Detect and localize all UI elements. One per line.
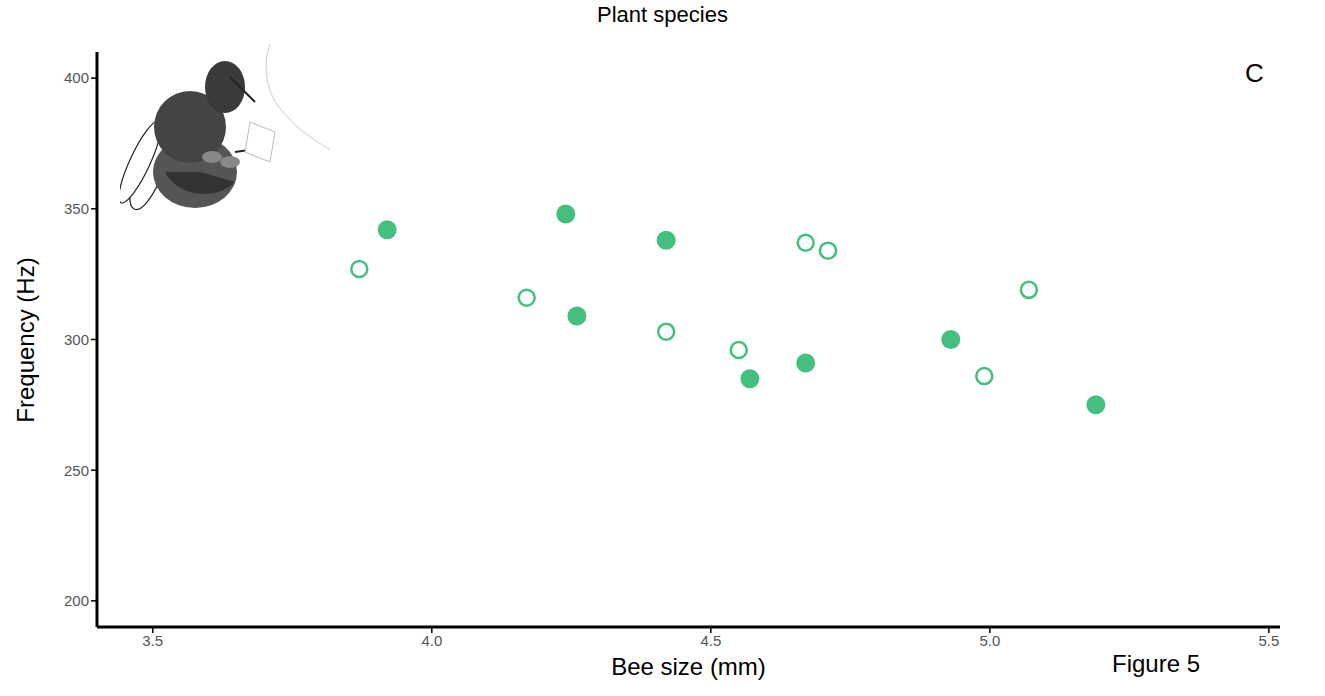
html-text:Bee size (mm): Bee size (mm): [611, 653, 766, 680]
svg-text:200: 200: [64, 592, 89, 609]
svg-text:400: 400: [64, 69, 89, 86]
svg-text:250: 250: [64, 462, 89, 479]
svg-text:3.5: 3.5: [142, 632, 163, 649]
html-text:C: C: [1245, 58, 1264, 88]
svg-text:5.0: 5.0: [979, 632, 1000, 649]
svg-text:300: 300: [64, 331, 89, 348]
html-text:Figure 5: Figure 5: [1112, 650, 1200, 677]
svg-text:350: 350: [64, 200, 89, 217]
svg-text:5.5: 5.5: [1258, 632, 1279, 649]
svg-text:4.0: 4.0: [421, 632, 442, 649]
html-text:Frequency (Hz): Frequency (Hz): [12, 257, 39, 423]
svg-text:4.5: 4.5: [700, 632, 721, 649]
html-text:Plant species: Plant species: [597, 2, 728, 27]
